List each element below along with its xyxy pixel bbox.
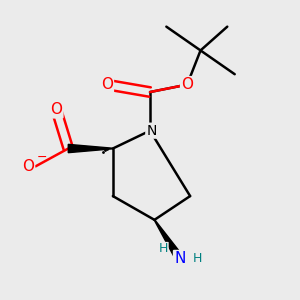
Text: H: H [159, 242, 168, 256]
Text: O: O [181, 77, 193, 92]
Text: H: H [193, 252, 202, 265]
Polygon shape [154, 220, 183, 261]
Text: O: O [101, 77, 113, 92]
Text: N: N [174, 251, 185, 266]
Text: O: O [50, 102, 62, 117]
Polygon shape [68, 144, 113, 153]
Text: N: N [146, 124, 157, 138]
Text: O: O [22, 159, 34, 174]
Text: −: − [36, 151, 47, 164]
